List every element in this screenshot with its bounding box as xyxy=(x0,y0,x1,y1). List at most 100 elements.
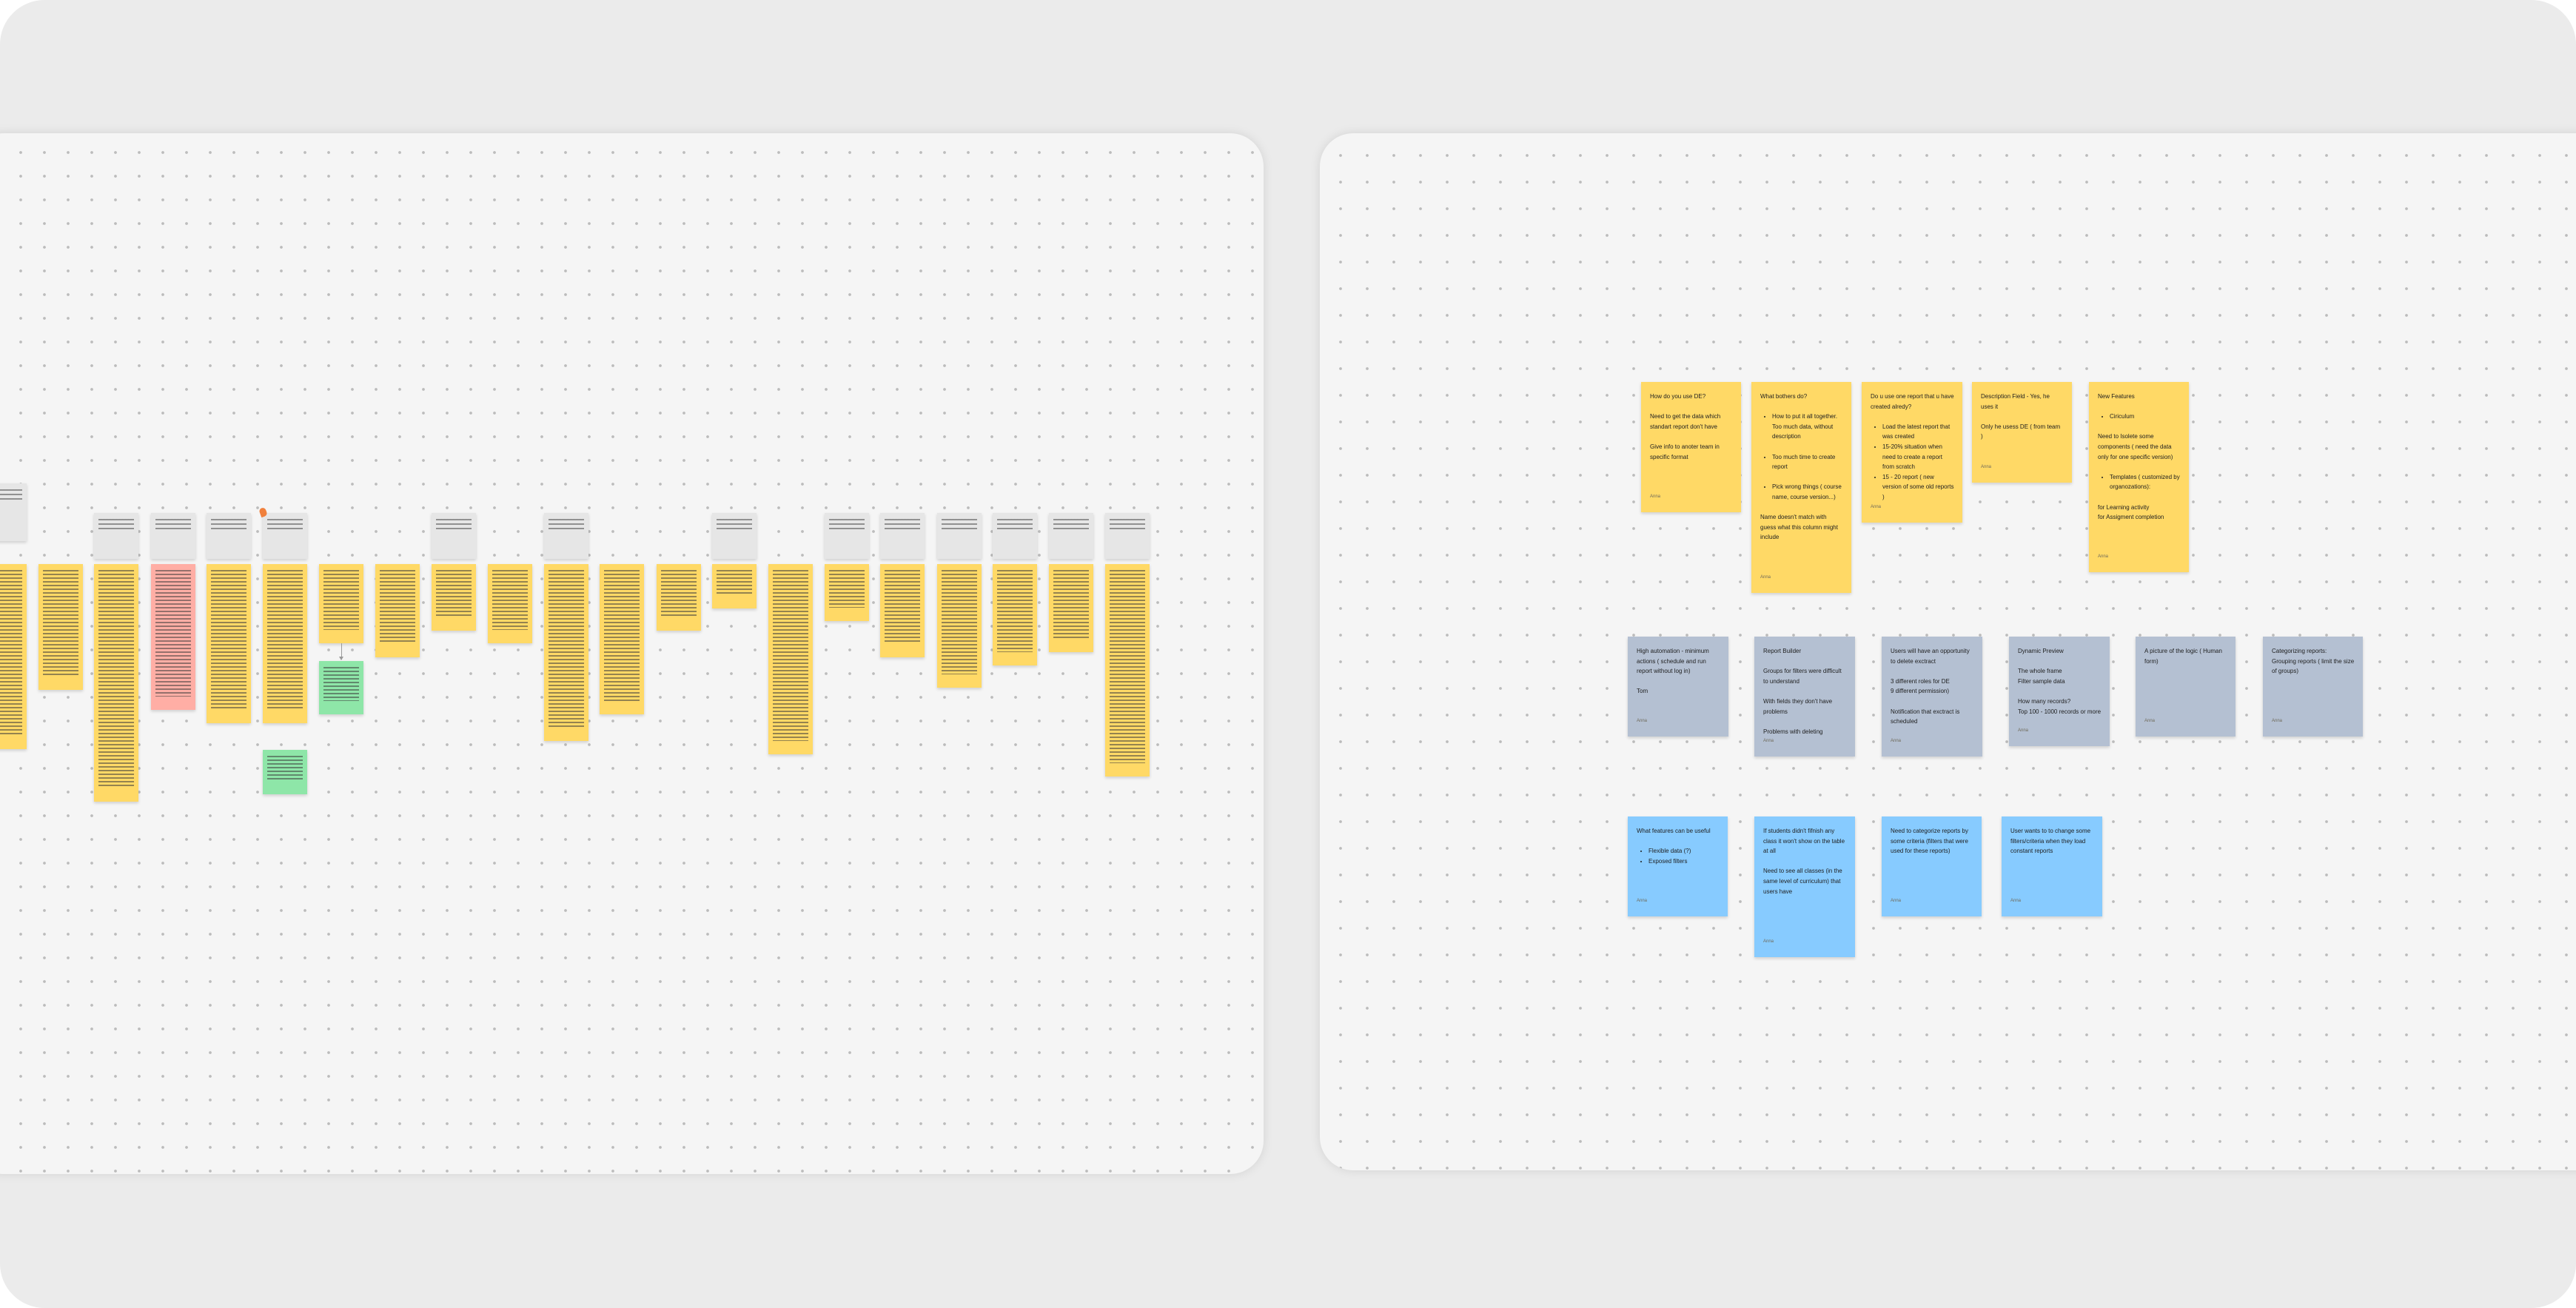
note-text: With fields they don't have problems xyxy=(1763,697,1833,715)
sticky-note-header[interactable] xyxy=(0,483,27,541)
note-text: New Features xyxy=(2098,393,2135,400)
sticky-note[interactable] xyxy=(1049,564,1093,652)
sticky-note[interactable] xyxy=(94,564,138,802)
sticky-note-header[interactable] xyxy=(993,513,1037,559)
sticky-note-header[interactable] xyxy=(712,513,757,559)
note-text: Need to see all classes (in the same lev… xyxy=(1763,868,1842,895)
note-author: Anna xyxy=(2144,719,2156,724)
note-text-placeholder xyxy=(98,519,134,532)
sticky-note[interactable] xyxy=(768,564,813,754)
sticky-note[interactable]: Do u use one report that u have created … xyxy=(1862,382,1962,523)
sticky-note[interactable] xyxy=(880,564,925,657)
sticky-note[interactable] xyxy=(825,564,869,621)
sticky-note[interactable]: New Features Ciriculum Need to Isolete som… xyxy=(2089,382,2189,572)
note-text: for Learning activity for Assigment comp… xyxy=(2098,503,2164,521)
note-text: Users will have an opportunity to delete… xyxy=(1891,648,1970,665)
sticky-note-header[interactable] xyxy=(880,513,925,559)
sticky-note[interactable] xyxy=(993,564,1037,665)
bullet-list: Templates ( customized by organozations)… xyxy=(2098,472,2181,492)
note-author: Anna xyxy=(1650,494,1661,500)
sticky-note[interactable]: Need to categorize reports by some crite… xyxy=(1882,816,1982,916)
bullet-list: Flexible data (?)Exposed filters xyxy=(1637,846,1720,866)
sticky-note[interactable]: How do you use DE? Need to get the data w… xyxy=(1641,382,1741,512)
sticky-note[interactable] xyxy=(657,564,701,631)
sticky-note[interactable]: What features can be useful Flexible data… xyxy=(1628,816,1728,916)
sticky-note[interactable] xyxy=(432,564,476,631)
note-text-placeholder xyxy=(380,570,415,644)
bullet-list: How to put it all together. Too much dat… xyxy=(1760,412,1843,442)
sticky-note[interactable]: Users will have an opportunity to delete… xyxy=(1882,637,1982,757)
note-text: Tom xyxy=(1637,688,1648,695)
note-text-placeholder xyxy=(267,570,303,710)
note-text-placeholder xyxy=(997,570,1033,652)
note-author: Anna xyxy=(1871,505,1882,510)
sticky-note[interactable]: User wants to to change some filters/cri… xyxy=(2002,816,2102,916)
note-author: Anna xyxy=(2272,719,2283,724)
sticky-note-header[interactable] xyxy=(544,513,588,559)
note-author: Anna xyxy=(1637,899,1648,904)
sticky-note[interactable] xyxy=(1105,564,1150,777)
note-author: Anna xyxy=(2010,899,2022,904)
sticky-note[interactable]: Description Field - Yes, he uses it Only … xyxy=(1972,382,2072,483)
sticky-note[interactable]: High automation - minimum actions ( sche… xyxy=(1628,637,1728,737)
note-text: Need to Isolete some components ( need t… xyxy=(2098,433,2173,460)
note-author: Anna xyxy=(1891,739,1902,744)
sticky-note[interactable] xyxy=(488,564,532,643)
sticky-note[interactable]: Categorizing reports: Grouping reports (… xyxy=(2263,637,2363,737)
note-author: Anna xyxy=(1763,739,1774,744)
whiteboard-frame-right[interactable] xyxy=(1320,133,2576,1170)
note-text-placeholder xyxy=(829,519,865,532)
note-text-placeholder xyxy=(323,667,359,701)
note-text: Problems with deleting xyxy=(1763,728,1823,735)
sticky-note[interactable] xyxy=(0,564,27,749)
sticky-note[interactable]: Dynamic Preview The whole frame Filter sa… xyxy=(2009,637,2110,746)
note-text-placeholder xyxy=(885,519,920,532)
note-text: Dynamic Preview xyxy=(2018,648,2064,654)
note-author: Anna xyxy=(1760,575,1771,580)
sticky-note[interactable] xyxy=(319,661,363,714)
sticky-note-header[interactable] xyxy=(1049,513,1093,559)
bullet-list: Load the latest report that was created1… xyxy=(1871,422,1954,503)
sticky-note[interactable] xyxy=(151,564,195,710)
sticky-note-header[interactable] xyxy=(207,513,251,559)
bullet-list: Too much time to create report xyxy=(1760,452,1843,472)
sticky-note[interactable] xyxy=(544,564,588,741)
sticky-note[interactable]: A picture of the logic ( Human form) Anna xyxy=(2136,637,2235,737)
sticky-note[interactable] xyxy=(600,564,644,714)
sticky-note[interactable] xyxy=(263,564,307,723)
sticky-note-header[interactable] xyxy=(263,513,307,559)
note-text-placeholder xyxy=(436,570,472,617)
bullet-item: Load the latest report that was created xyxy=(1882,422,1954,442)
note-text-placeholder xyxy=(829,570,865,608)
note-text-placeholder xyxy=(155,570,191,697)
bullet-item: Flexible data (?) xyxy=(1648,846,1720,856)
note-text-placeholder xyxy=(211,570,246,710)
sticky-note[interactable] xyxy=(207,564,251,723)
note-text-placeholder xyxy=(717,519,752,532)
sticky-note[interactable] xyxy=(319,564,363,643)
sticky-note-header[interactable] xyxy=(94,513,138,559)
sticky-note[interactable] xyxy=(263,750,307,794)
sticky-note[interactable] xyxy=(38,564,83,690)
sticky-note-header[interactable] xyxy=(432,513,476,559)
sticky-note[interactable]: If students didn't fifnish any class it … xyxy=(1754,816,1855,957)
sticky-note-header[interactable] xyxy=(1105,513,1150,559)
sticky-note[interactable] xyxy=(712,564,757,608)
sticky-note-header[interactable] xyxy=(151,513,195,559)
sticky-note[interactable] xyxy=(375,564,420,657)
bullet-item: Pick wrong things ( course name, course … xyxy=(1772,482,1843,502)
note-text: If students didn't fifnish any class it … xyxy=(1763,828,1845,855)
sticky-note[interactable]: Report Builder Groups for filters were di… xyxy=(1754,637,1855,757)
note-author: Anna xyxy=(1981,465,1992,470)
note-text-placeholder xyxy=(323,570,359,630)
note-text-placeholder xyxy=(773,570,808,741)
sticky-note[interactable]: What bothers do? How to put it all togeth… xyxy=(1751,382,1851,593)
sticky-note-header[interactable] xyxy=(937,513,982,559)
sticky-note-header[interactable] xyxy=(825,513,869,559)
note-text: Give info to anoter team in specific for… xyxy=(1650,443,1720,460)
note-author: Anna xyxy=(2098,554,2109,560)
sticky-note[interactable] xyxy=(937,564,982,688)
note-author: Anna xyxy=(1763,939,1774,945)
note-text: Only he usess DE ( from team ) xyxy=(1981,423,2061,440)
note-text-placeholder xyxy=(436,519,472,532)
